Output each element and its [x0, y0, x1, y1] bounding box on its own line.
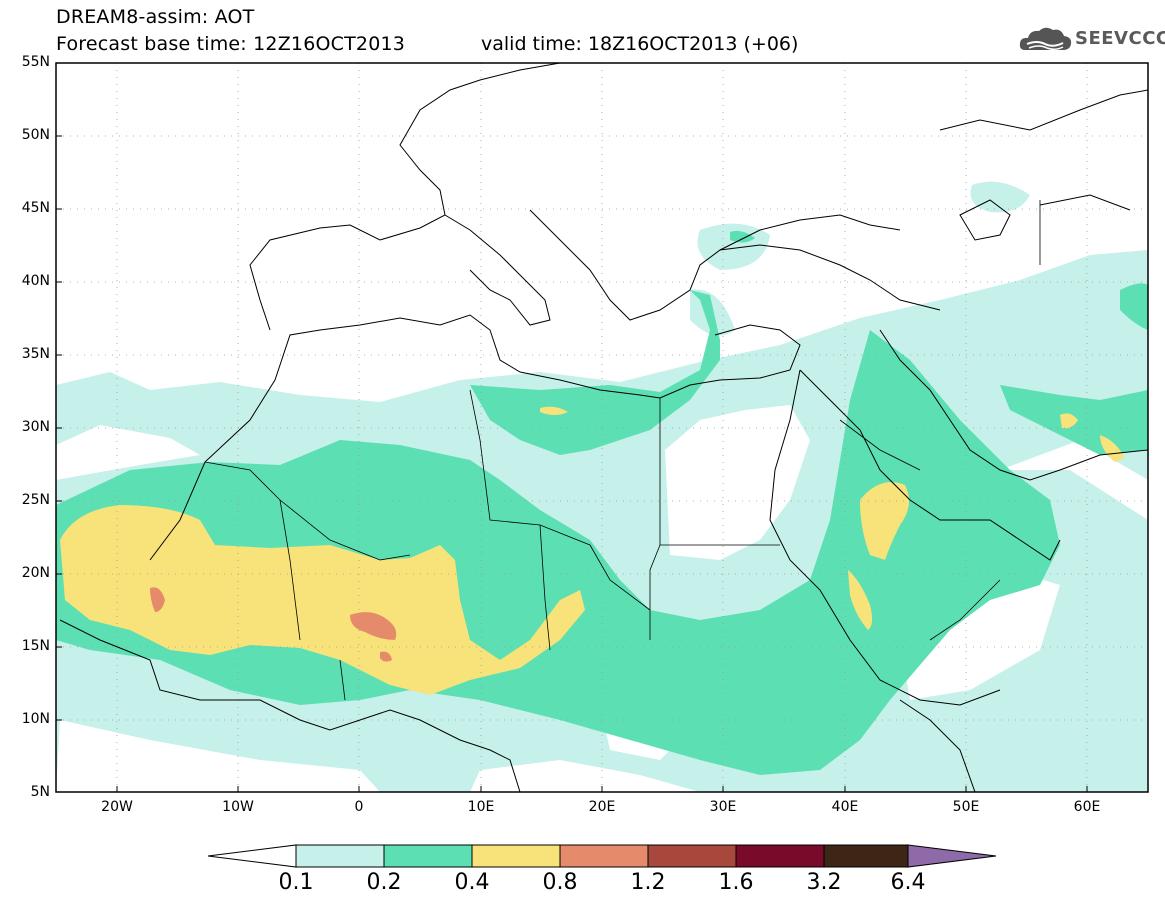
colorbar-swatch	[471, 844, 561, 868]
colorbar-swatch	[559, 844, 649, 868]
lon-label: 30E	[709, 799, 737, 815]
logo-text: SEEVCCC	[1075, 28, 1165, 49]
lon-label: 20W	[101, 799, 133, 815]
lon-label: 10W	[222, 799, 254, 815]
colorbar-label: 0.2	[366, 870, 402, 895]
colorbar-swatch	[735, 844, 825, 868]
aot-level-0.8	[150, 587, 397, 662]
lat-label: 25N	[21, 492, 50, 508]
lon-label: 0	[354, 799, 364, 815]
colorbar-label: 3.2	[806, 870, 842, 895]
colorbar-swatch	[823, 844, 909, 868]
colorbar	[207, 844, 997, 868]
colorbar-label: 1.6	[718, 870, 754, 895]
aot-level-0.4	[60, 406, 1125, 695]
map-title: DREAM8-assim: AOT	[56, 6, 255, 28]
lat-label: 55N	[21, 54, 50, 70]
colorbar-min-arrow	[207, 844, 297, 868]
axis-ticks	[56, 135, 1088, 792]
lon-label: 60E	[1073, 799, 1101, 815]
colorbar-swatch	[647, 844, 737, 868]
colorbar-label: 0.8	[542, 870, 578, 895]
cloud-icon	[1019, 27, 1072, 51]
valid-time: valid time: 18Z16OCT2013 (+06)	[481, 33, 799, 55]
lat-label: 10N	[21, 711, 50, 727]
lat-label: 20N	[21, 565, 50, 581]
base-time: Forecast base time: 12Z16OCT2013	[56, 33, 406, 55]
lat-label: 5N	[30, 784, 50, 800]
graticule	[56, 63, 1148, 792]
lat-label: 40N	[21, 273, 50, 289]
lat-label: 45N	[21, 200, 50, 216]
seevccc-logo: SEEVCCC	[1017, 22, 1165, 58]
lat-label: 30N	[21, 419, 50, 435]
colorbar-label: 0.4	[454, 870, 490, 895]
lon-label: 50E	[952, 799, 980, 815]
colorbar-max-arrow	[907, 844, 997, 868]
colorbar-label: 6.4	[890, 870, 926, 895]
country-borders	[204, 200, 1041, 701]
lon-label: 10E	[467, 799, 495, 815]
lon-label: 20E	[588, 799, 616, 815]
colorbar-swatch	[383, 844, 473, 868]
colorbar-label: 1.2	[630, 870, 666, 895]
colorbar-label: 0.1	[278, 870, 314, 895]
lat-label: 35N	[21, 346, 50, 362]
lon-label: 40E	[831, 799, 859, 815]
lat-label: 50N	[21, 127, 50, 143]
coastlines	[59, 63, 1148, 792]
lat-label: 15N	[21, 638, 50, 654]
colorbar-swatch	[295, 844, 385, 868]
